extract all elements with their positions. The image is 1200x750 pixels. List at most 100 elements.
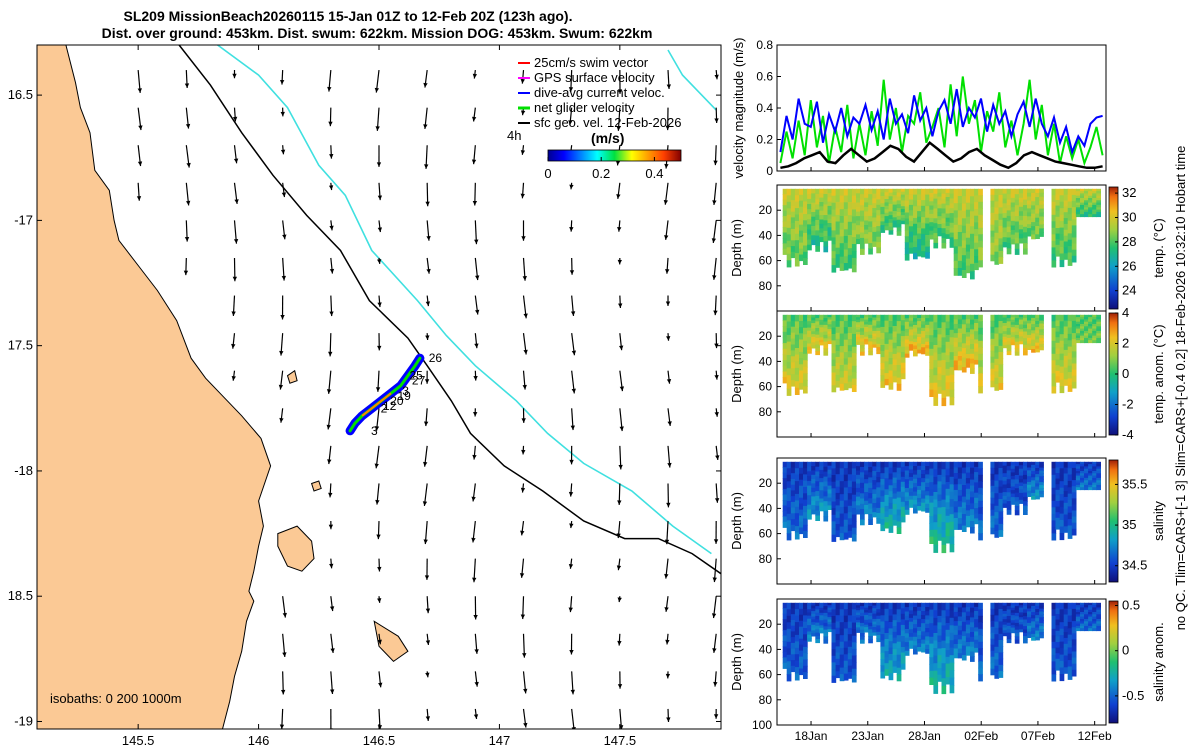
sanom-cell xyxy=(904,611,910,617)
sal-cell xyxy=(937,501,943,509)
sanom-cell xyxy=(990,650,996,658)
tanom-cell xyxy=(917,343,922,348)
geo-vector-62 xyxy=(664,220,669,240)
sanom-cell xyxy=(945,636,951,644)
temp-cell xyxy=(994,188,1000,196)
sanom-cell xyxy=(827,609,833,613)
geo-vector-head xyxy=(618,464,623,470)
sal-cell xyxy=(1002,503,1008,508)
sal-cell xyxy=(888,502,894,510)
sal-cell xyxy=(896,473,902,481)
sal-cell xyxy=(970,497,975,504)
temp-cell xyxy=(888,222,894,228)
tanom-cell xyxy=(904,332,910,337)
sanom-cell xyxy=(896,641,902,649)
temp-cell xyxy=(864,220,869,226)
sal-cell xyxy=(843,506,849,514)
tanom-cell xyxy=(1071,351,1077,359)
tanom-cell xyxy=(835,374,841,382)
geo-vector-116 xyxy=(619,408,624,432)
temp-cell xyxy=(1051,240,1057,248)
tanom-cell xyxy=(868,351,873,356)
tanom-cell xyxy=(1027,314,1032,319)
sal-cell xyxy=(847,530,853,538)
sal-cell xyxy=(864,500,869,506)
temp-cell xyxy=(896,215,902,221)
sal-cell xyxy=(884,494,890,501)
tanom-cell xyxy=(831,372,837,380)
temp-cell xyxy=(823,230,829,237)
sanom-cell xyxy=(945,656,951,665)
sanom-cell xyxy=(1031,630,1036,635)
temp-cell xyxy=(1055,233,1061,240)
sanom-cell xyxy=(896,667,902,675)
tanom-cell xyxy=(1027,346,1032,350)
tanom-cell xyxy=(786,381,792,390)
sal-cell xyxy=(900,476,906,483)
geo-vector-head xyxy=(474,681,479,687)
sanom-cell xyxy=(860,622,865,627)
geo-vector-head xyxy=(520,530,525,536)
sanom-cell xyxy=(900,602,906,609)
geo-vector-head xyxy=(280,149,286,155)
sanom-cell xyxy=(851,662,857,670)
tanom-cell xyxy=(835,320,841,328)
sal-cell xyxy=(1063,508,1069,516)
tanom-cell xyxy=(917,349,922,354)
sal-cell xyxy=(896,527,902,534)
sanom-cell xyxy=(929,670,934,679)
temp-cell xyxy=(835,247,841,255)
geo-vector-23 xyxy=(616,107,621,131)
temp-cell xyxy=(925,246,930,253)
tanom-cell xyxy=(880,351,886,358)
tanom-cell xyxy=(917,333,922,338)
temp-cell xyxy=(823,199,829,206)
tanom-cell xyxy=(937,367,943,375)
sanom-cell xyxy=(970,632,975,638)
sal-cell xyxy=(888,479,894,486)
sal-cell xyxy=(1092,477,1097,481)
sal-cell xyxy=(978,481,983,489)
temp-cell xyxy=(872,236,877,243)
tanom-cell xyxy=(1006,314,1012,319)
sanom-cell xyxy=(974,635,979,641)
tanom-cell xyxy=(1031,336,1036,341)
temp-cell xyxy=(1096,207,1101,211)
tanom-cell xyxy=(1071,381,1077,389)
sanom-cell xyxy=(929,623,934,631)
tanom-cell xyxy=(1035,317,1040,322)
sal-cell xyxy=(794,474,800,482)
tanom-cell xyxy=(1084,326,1089,330)
sanom-cell xyxy=(1075,621,1081,625)
sanom-cell xyxy=(970,651,975,657)
sal-cell xyxy=(1084,461,1089,465)
geo-vector-152 xyxy=(616,558,622,571)
temp-cell xyxy=(1075,198,1081,201)
sal-cell xyxy=(856,479,861,485)
tanom-cell xyxy=(860,318,865,323)
sanom-cell xyxy=(1096,607,1101,611)
sal-cell xyxy=(1002,461,1008,467)
sanom-cell xyxy=(799,650,804,658)
geo-vector-head xyxy=(474,343,479,349)
tanom-cell xyxy=(1055,348,1061,355)
temp-cell xyxy=(1088,188,1093,192)
temp-cell xyxy=(1075,191,1081,194)
sal-cell xyxy=(815,515,820,521)
temp-cell xyxy=(953,260,959,269)
geo-vector-head xyxy=(617,640,622,646)
tanom-cell xyxy=(904,325,910,330)
sal-cell xyxy=(856,474,861,480)
geo-vector-head xyxy=(282,652,287,657)
sal-cell xyxy=(990,491,996,499)
sanom-cell xyxy=(831,609,837,617)
sanom-cell xyxy=(835,671,841,679)
geo-vector-head xyxy=(473,411,478,417)
tanom-cell xyxy=(864,339,869,343)
tanom-cell xyxy=(998,383,1004,390)
tanom-cell xyxy=(880,363,886,370)
tanom-cell xyxy=(1092,328,1097,332)
sal-cell xyxy=(1006,461,1012,467)
sanom-cell xyxy=(949,640,955,649)
temp-colorbar xyxy=(1108,186,1119,310)
